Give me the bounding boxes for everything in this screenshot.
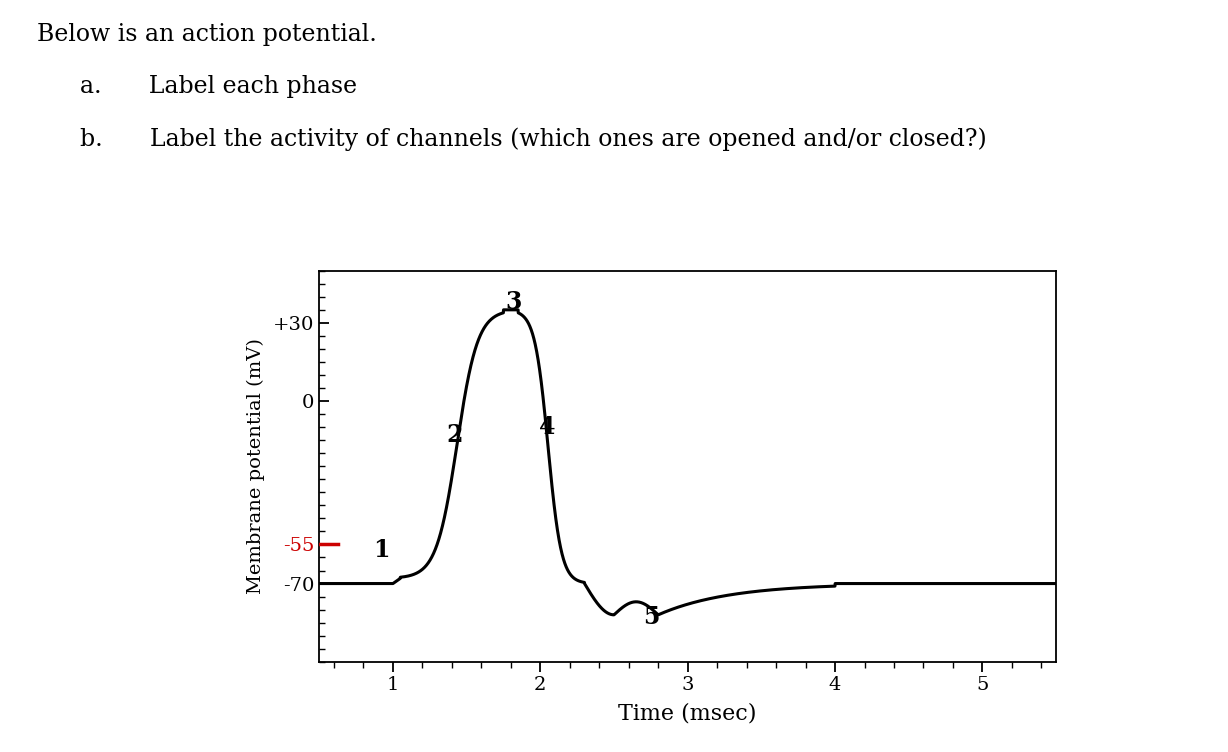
Text: 3: 3 [506, 290, 522, 314]
Text: 4: 4 [539, 415, 556, 439]
Text: 2: 2 [447, 423, 463, 447]
Text: 1: 1 [373, 538, 389, 562]
Text: a.  Label each phase: a. Label each phase [80, 75, 357, 99]
Text: b.  Label the activity of channels (which ones are opened and/or closed?): b. Label the activity of channels (which… [80, 128, 986, 151]
Text: 5: 5 [642, 605, 659, 629]
X-axis label: Time (msec): Time (msec) [619, 702, 756, 725]
Y-axis label: Membrane potential (mV): Membrane potential (mV) [247, 338, 265, 594]
Text: Below is an action potential.: Below is an action potential. [37, 23, 377, 46]
